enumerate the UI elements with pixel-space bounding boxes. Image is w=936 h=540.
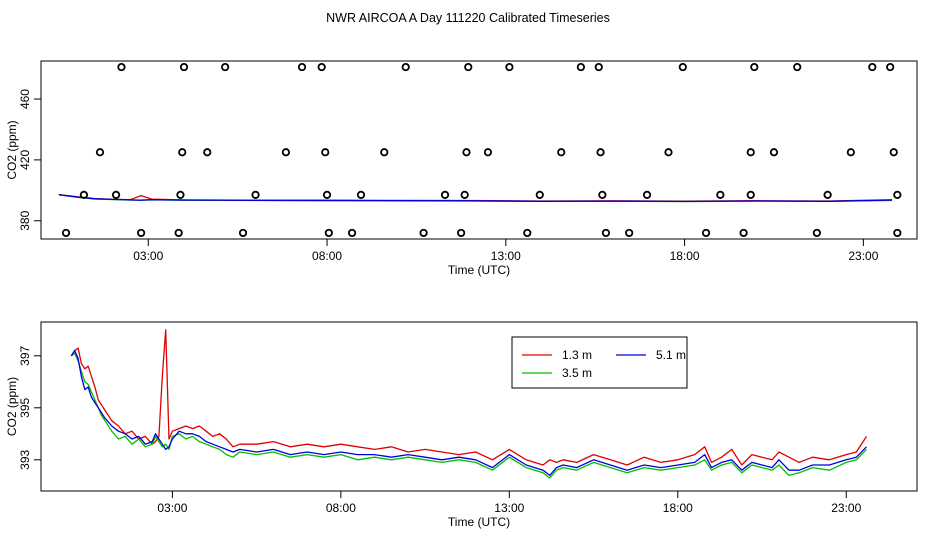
data-point	[596, 148, 605, 157]
data-point	[322, 190, 332, 199]
series-line-1	[70, 329, 868, 466]
legend-label: 1.3 m	[562, 348, 592, 362]
data-point	[457, 228, 466, 238]
data-point	[812, 228, 821, 238]
data-point	[460, 190, 469, 199]
plot-frame	[40, 60, 918, 240]
data-point	[625, 228, 634, 238]
data-point	[95, 148, 105, 157]
x-tick-label: 13:00	[494, 501, 524, 515]
y-tick-label: 420	[18, 150, 32, 170]
y-tick-label: 395	[18, 397, 32, 417]
data-point	[889, 148, 898, 157]
data-point	[769, 148, 779, 157]
data-point	[61, 228, 71, 238]
data-point	[893, 228, 902, 238]
data-point	[483, 148, 493, 157]
data-point	[111, 190, 121, 199]
data-point	[598, 190, 607, 199]
series-line-2	[70, 352, 867, 479]
data-point	[174, 228, 183, 238]
data-point	[893, 190, 902, 199]
x-tick-label: 03:00	[133, 249, 163, 263]
data-point	[203, 148, 212, 157]
figure-title: NWR AIRCOA A Day 111220 Calibrated Times…	[326, 11, 610, 25]
data-point	[750, 62, 759, 72]
data-point	[281, 148, 291, 157]
y-axis-label: CO2 (ppm)	[5, 377, 19, 436]
series-line-3	[58, 194, 893, 203]
legend-label: 5.1 m	[656, 348, 686, 362]
data-point	[868, 62, 877, 72]
data-point	[297, 62, 307, 72]
data-point	[317, 62, 326, 72]
data-point	[321, 148, 330, 157]
x-tick-label: 18:00	[670, 249, 700, 263]
x-tick-label: 23:00	[831, 501, 861, 515]
y-axis-label: CO2 (ppm)	[5, 120, 19, 179]
legend-label: 3.5 m	[562, 366, 592, 380]
plot-area	[58, 62, 902, 238]
data-point	[117, 62, 126, 72]
data-point	[440, 190, 450, 199]
data-point	[793, 62, 802, 72]
series-line-3	[70, 349, 867, 477]
x-axis-label: Time (UTC)	[448, 515, 510, 529]
x-tick-label: 08:00	[312, 249, 342, 263]
data-point	[642, 190, 652, 199]
legend: 1.3 m 3.5 m 5.1 m	[511, 336, 688, 389]
data-point	[664, 148, 673, 157]
data-point	[505, 62, 514, 72]
legend-box	[511, 336, 688, 389]
data-point	[846, 148, 855, 157]
data-point	[380, 148, 389, 157]
data-point	[823, 190, 832, 199]
data-point	[238, 228, 248, 238]
data-point	[324, 228, 333, 238]
data-point	[716, 190, 725, 199]
data-point	[739, 228, 748, 238]
y-tick-label: 380	[18, 210, 32, 230]
data-point	[462, 148, 471, 157]
data-point	[523, 228, 532, 238]
x-tick-label: 13:00	[491, 249, 521, 263]
data-point	[701, 228, 711, 238]
data-point	[251, 190, 260, 199]
plot-frame	[40, 321, 918, 492]
data-point	[746, 190, 755, 199]
y-tick-label: 393	[18, 449, 32, 469]
data-point	[137, 228, 146, 238]
y-tick-label: 460	[18, 89, 32, 109]
x-tick-label: 08:00	[326, 501, 356, 515]
data-point	[557, 148, 566, 157]
data-point	[464, 62, 473, 72]
data-point	[347, 228, 357, 238]
data-point	[419, 228, 428, 238]
y-tick-label: 397	[18, 345, 32, 365]
bottom-panel-line: 03:00 08:00 13:00 18:00 23:00 393 395 397 Time (…	[5, 321, 918, 529]
data-point	[178, 148, 187, 157]
data-point	[601, 228, 611, 238]
x-tick-label: 03:00	[157, 501, 187, 515]
x-tick-label: 23:00	[848, 249, 878, 263]
data-point	[221, 62, 230, 72]
data-point	[179, 62, 189, 72]
data-point	[79, 190, 89, 199]
data-point	[678, 62, 687, 72]
x-tick-label: 18:00	[663, 501, 693, 515]
x-axis-label: Time (UTC)	[448, 263, 510, 277]
data-point	[176, 190, 185, 199]
top-panel-scatter: 03:00 08:00 13:00 18:00 23:00 380 420 460 Time (…	[5, 60, 918, 277]
data-point	[356, 190, 366, 199]
plot-area	[70, 329, 868, 479]
data-point	[401, 62, 410, 72]
data-point	[746, 148, 755, 157]
data-point	[886, 62, 895, 72]
data-point	[594, 62, 603, 72]
data-point	[576, 62, 586, 72]
data-point	[535, 190, 544, 199]
